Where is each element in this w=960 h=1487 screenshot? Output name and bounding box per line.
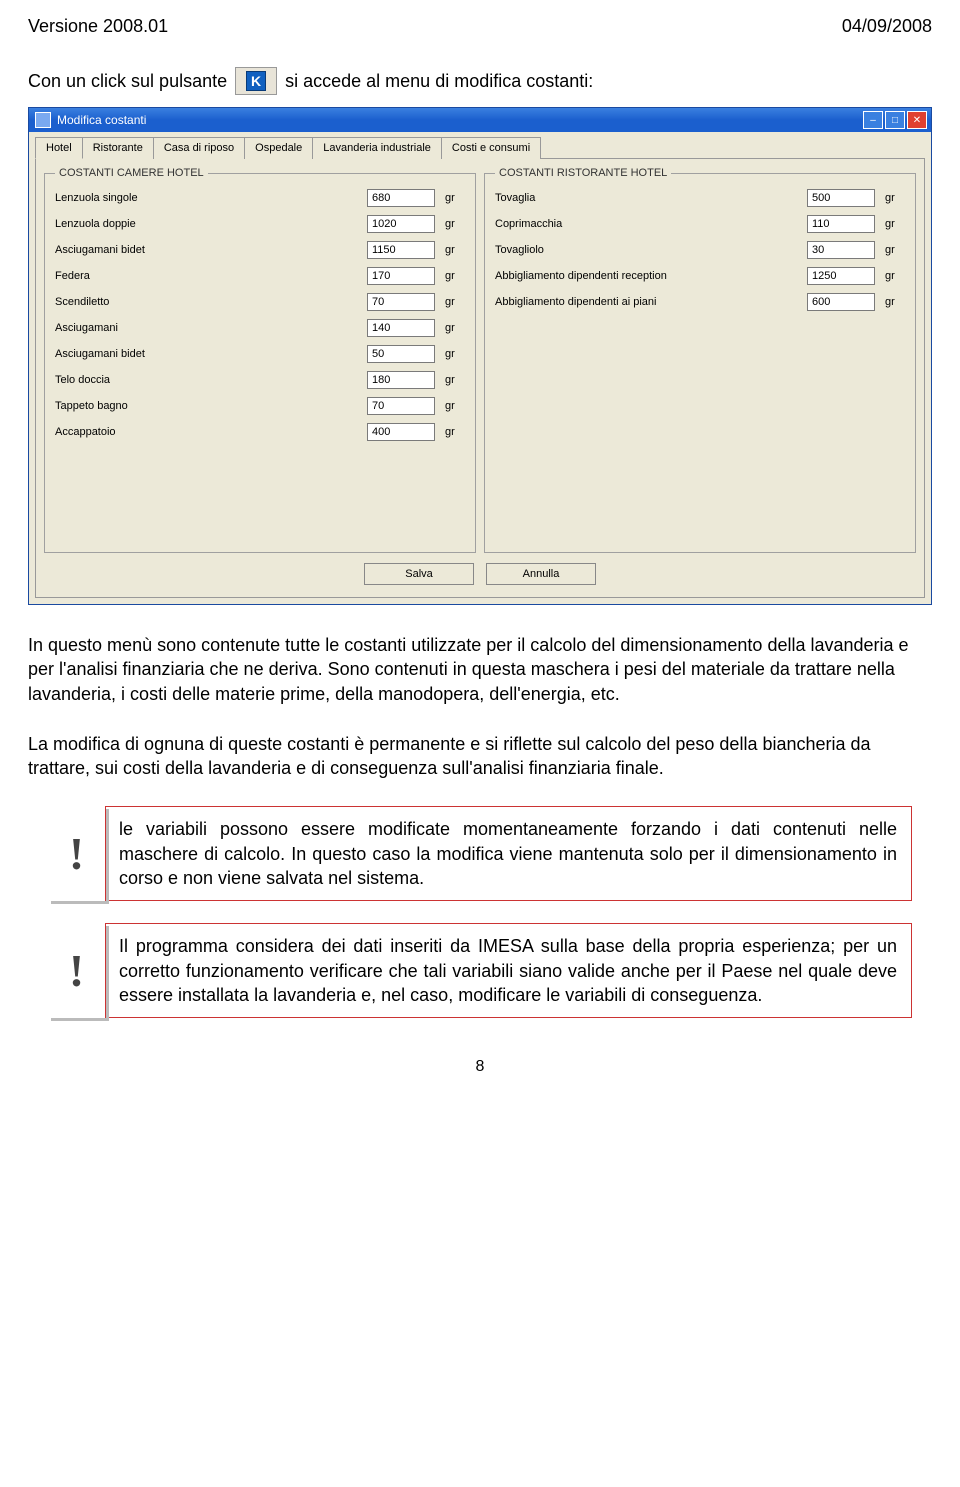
field-label: Lenzuola singole — [55, 192, 367, 204]
camere-input-3[interactable] — [367, 267, 435, 285]
form-row: Coprimacchia gr — [495, 215, 905, 233]
tab-casa-di-riposo[interactable]: Casa di riposo — [153, 137, 245, 159]
paragraph-2: La modifica di ognuna di queste costanti… — [28, 732, 932, 781]
field-label: Federa — [55, 270, 367, 282]
k-icon: K — [246, 71, 266, 91]
unit-label: gr — [445, 270, 465, 282]
warning-icon: ! — [48, 806, 106, 901]
form-row: Federa gr — [55, 267, 465, 285]
camere-input-1[interactable] — [367, 215, 435, 233]
unit-label: gr — [445, 374, 465, 386]
unit-label: gr — [885, 296, 905, 308]
paragraph-1: In questo menù sono contenute tutte le c… — [28, 633, 932, 706]
fieldset-ristorante-hotel: COSTANTI RISTORANTE HOTEL TovagliagrCopr… — [484, 167, 916, 553]
form-row: Tovagliolo gr — [495, 241, 905, 259]
unit-label: gr — [445, 296, 465, 308]
form-row: Telo doccia gr — [55, 371, 465, 389]
form-row: Tovaglia gr — [495, 189, 905, 207]
unit-label: gr — [885, 270, 905, 282]
ristorante-input-4[interactable] — [807, 293, 875, 311]
cancel-button[interactable]: Annulla — [486, 563, 596, 585]
intro-line: Con un click sul pulsante K si accede al… — [28, 67, 932, 95]
warning-icon: ! — [48, 923, 106, 1018]
form-row: Asciugamani bidet gr — [55, 241, 465, 259]
window-app-icon — [35, 112, 51, 128]
form-row: Asciugamani gr — [55, 319, 465, 337]
close-button[interactable]: ✕ — [907, 111, 927, 129]
unit-label: gr — [445, 348, 465, 360]
callout-1: ! le variabili possono essere modificate… — [48, 806, 912, 901]
save-button[interactable]: Salva — [364, 563, 474, 585]
legend-camere: COSTANTI CAMERE HOTEL — [55, 167, 208, 179]
minimize-button[interactable]: – — [863, 111, 883, 129]
window-title: Modifica costanti — [57, 113, 146, 127]
legend-ristorante: COSTANTI RISTORANTE HOTEL — [495, 167, 671, 179]
field-label: Asciugamani — [55, 322, 367, 334]
field-label: Coprimacchia — [495, 218, 807, 230]
doc-version: Versione 2008.01 — [28, 16, 168, 37]
ristorante-input-2[interactable] — [807, 241, 875, 259]
field-label: Abbigliamento dipendenti ai piani — [495, 296, 807, 308]
unit-label: gr — [445, 244, 465, 256]
camere-input-0[interactable] — [367, 189, 435, 207]
field-label: Asciugamani bidet — [55, 348, 367, 360]
doc-date: 04/09/2008 — [842, 16, 932, 37]
intro-after: si accede al menu di modifica costanti: — [285, 71, 593, 92]
k-button[interactable]: K — [235, 67, 277, 95]
field-label: Tappeto bagno — [55, 400, 367, 412]
unit-label: gr — [885, 218, 905, 230]
tab-ospedale[interactable]: Ospedale — [244, 137, 313, 159]
tab-hotel[interactable]: Hotel — [35, 137, 83, 159]
tab-content: COSTANTI CAMERE HOTEL Lenzuola singole gr… — [35, 158, 925, 598]
form-row: Tappeto bagno gr — [55, 397, 465, 415]
callout-2-text: Il programma considera dei dati inseriti… — [105, 924, 911, 1017]
unit-label: gr — [885, 244, 905, 256]
camere-input-8[interactable] — [367, 397, 435, 415]
camere-input-4[interactable] — [367, 293, 435, 311]
unit-label: gr — [445, 426, 465, 438]
field-label: Lenzuola doppie — [55, 218, 367, 230]
tab-ristorante[interactable]: Ristorante — [82, 137, 154, 159]
camere-input-5[interactable] — [367, 319, 435, 337]
intro-before: Con un click sul pulsante — [28, 71, 227, 92]
tab-bar: Hotel Ristorante Casa di riposo Ospedale… — [29, 132, 931, 158]
form-row: Abbigliamento dipendenti reception gr — [495, 267, 905, 285]
doc-header: Versione 2008.01 04/09/2008 — [28, 16, 932, 37]
field-label: Scendiletto — [55, 296, 367, 308]
page-number: 8 — [28, 1058, 932, 1076]
maximize-button[interactable]: □ — [885, 111, 905, 129]
camere-input-9[interactable] — [367, 423, 435, 441]
unit-label: gr — [445, 400, 465, 412]
unit-label: gr — [445, 192, 465, 204]
camere-input-7[interactable] — [367, 371, 435, 389]
form-row: Lenzuola singole gr — [55, 189, 465, 207]
ristorante-input-1[interactable] — [807, 215, 875, 233]
form-row: Scendiletto gr — [55, 293, 465, 311]
field-label: Asciugamani bidet — [55, 244, 367, 256]
field-label: Accappatoio — [55, 426, 367, 438]
callout-1-text: le variabili possono essere modificate m… — [105, 807, 911, 900]
fieldset-camere-hotel: COSTANTI CAMERE HOTEL Lenzuola singole gr… — [44, 167, 476, 553]
window-button-row: Salva Annulla — [44, 553, 916, 589]
ristorante-input-3[interactable] — [807, 267, 875, 285]
unit-label: gr — [445, 322, 465, 334]
form-row: Asciugamani bidet gr — [55, 345, 465, 363]
modifica-costanti-window: Modifica costanti – □ ✕ Hotel Ristorante… — [28, 107, 932, 605]
unit-label: gr — [885, 192, 905, 204]
camere-input-2[interactable] — [367, 241, 435, 259]
field-label: Tovagliolo — [495, 244, 807, 256]
ristorante-input-0[interactable] — [807, 189, 875, 207]
field-label: Tovaglia — [495, 192, 807, 204]
callout-2: ! Il programma considera dei dati inseri… — [48, 923, 912, 1018]
window-titlebar: Modifica costanti – □ ✕ — [29, 108, 931, 132]
form-row: Accappatoio gr — [55, 423, 465, 441]
tab-costi-e-consumi[interactable]: Costi e consumi — [441, 137, 541, 159]
tab-lavanderia-industriale[interactable]: Lavanderia industriale — [312, 137, 442, 159]
unit-label: gr — [445, 218, 465, 230]
field-label: Abbigliamento dipendenti reception — [495, 270, 807, 282]
form-row: Abbigliamento dipendenti ai piani gr — [495, 293, 905, 311]
camere-input-6[interactable] — [367, 345, 435, 363]
field-label: Telo doccia — [55, 374, 367, 386]
form-row: Lenzuola doppie gr — [55, 215, 465, 233]
